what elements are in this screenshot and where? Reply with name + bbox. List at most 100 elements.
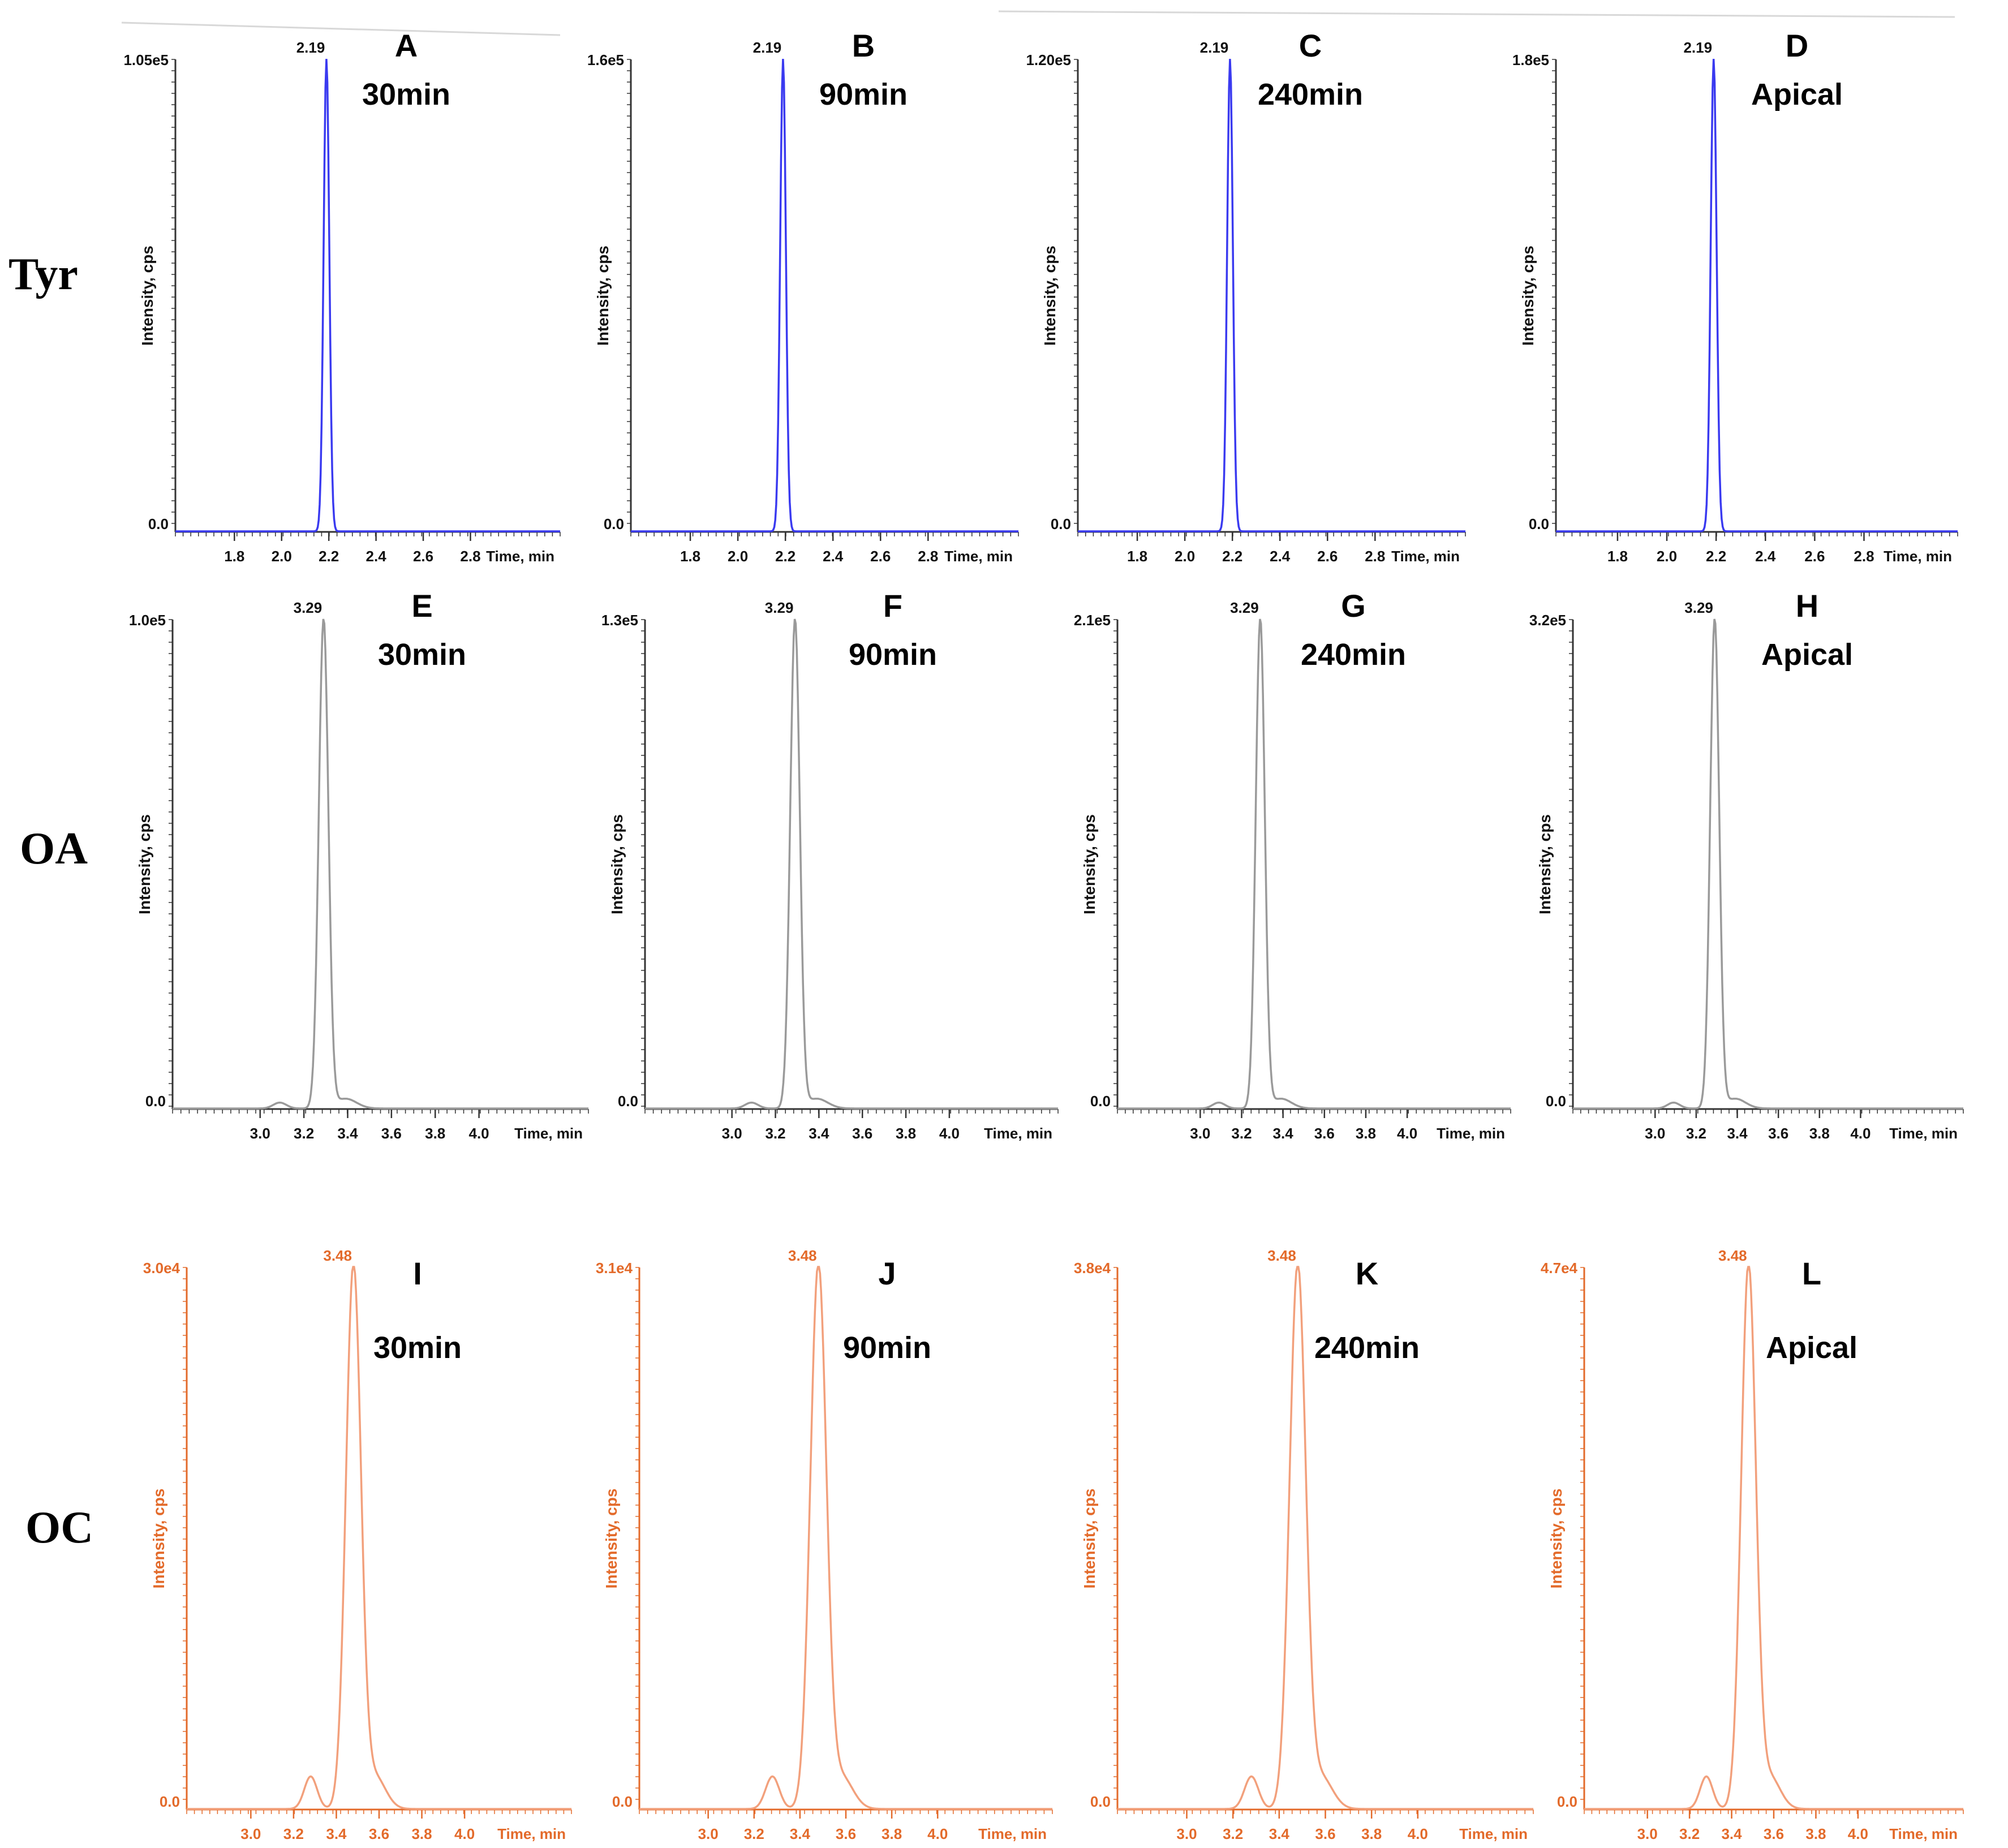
x-tick-label: 3.4 — [1727, 1125, 1748, 1142]
x-axis-label: Time, min — [514, 1125, 583, 1142]
peak-label: 3.29 — [765, 599, 794, 616]
row-label-tyr: Tyr — [8, 250, 78, 299]
y-max-label: 3.2e5 — [1529, 612, 1566, 629]
y-zero-label: 0.0 — [604, 515, 624, 532]
x-tick-label: 3.6 — [852, 1125, 872, 1142]
x-tick-label: 4.0 — [939, 1125, 960, 1142]
chromatogram-trace — [639, 1266, 1052, 1810]
x-tick-label: 3.4 — [1721, 1825, 1742, 1842]
y-max-label: 3.1e4 — [596, 1260, 633, 1277]
panel-letter: C — [1299, 28, 1322, 63]
panel-letter: D — [1786, 28, 1808, 63]
y-zero-label: 0.0 — [1051, 515, 1071, 532]
x-tick-label: 2.0 — [272, 548, 292, 565]
x-axis-label: Time, min — [1459, 1825, 1528, 1842]
chromatogram-trace — [1117, 1266, 1533, 1810]
x-axis-label: Time, min — [1884, 548, 1952, 565]
x-tick-label: 3.2 — [1231, 1125, 1252, 1142]
peak-label: 3.48 — [1267, 1247, 1296, 1264]
x-tick-label: 3.6 — [381, 1125, 402, 1142]
y-axis-label: Intensity, cps — [594, 246, 612, 346]
x-tick-label: 3.8 — [1805, 1825, 1826, 1842]
y-zero-label: 0.0 — [1557, 1793, 1577, 1810]
x-tick-label: 3.0 — [1637, 1825, 1658, 1842]
x-axis-label: Time, min — [497, 1825, 566, 1842]
x-tick-label: 3.0 — [250, 1125, 270, 1142]
x-tick-label: 3.6 — [1764, 1825, 1784, 1842]
x-tick-label: 3.4 — [1269, 1825, 1290, 1842]
peak-label: 2.19 — [753, 39, 782, 56]
condition-label: 90min — [819, 78, 908, 111]
chromatogram-trace — [631, 59, 1018, 532]
x-tick-label: 3.8 — [411, 1825, 432, 1842]
x-tick-label: 1.8 — [680, 548, 700, 565]
x-tick-label: 3.2 — [283, 1825, 304, 1842]
x-tick-label: 3.0 — [722, 1125, 742, 1142]
x-tick-label: 3.8 — [896, 1125, 916, 1142]
chart-panel-e: 3.0 3.2 3.4 3.6 3.8 4.0 Time, min 1.0e5 0.0 Inten… — [129, 588, 589, 1142]
x-tick-label: 2.4 — [823, 548, 844, 565]
x-axis-label: Time, min — [486, 548, 554, 565]
panel-letter: B — [852, 28, 875, 63]
panel-border-line — [121, 22, 561, 36]
x-axis-label: Time, min — [1437, 1125, 1505, 1142]
x-tick-label: 3.2 — [1223, 1825, 1243, 1842]
panel-letter: E — [411, 588, 432, 624]
panel-letter: A — [395, 28, 418, 63]
y-axis-label: Intensity, cps — [1536, 814, 1554, 914]
row-label-oc: OC — [25, 1503, 93, 1553]
x-tick-label: 2.4 — [1755, 548, 1776, 565]
chart-panel-d: 1.8 2.0 2.2 2.4 2.6 2.8 Time, min 1.8e5 0.0 Inten… — [1512, 28, 1958, 565]
x-tick-label: 3.8 — [1361, 1825, 1382, 1842]
condition-label: 90min — [843, 1331, 931, 1365]
y-zero-label: 0.0 — [1090, 1093, 1111, 1110]
chromatogram-trace — [1584, 1266, 1963, 1810]
y-axis-label: Intensity, cps — [1547, 1489, 1565, 1589]
x-tick-label: 2.2 — [775, 548, 796, 565]
chart-panel-k: 3.0 3.2 3.4 3.6 3.8 4.0 Time, min 3.8e4 0.0 Inten… — [1074, 1247, 1534, 1842]
y-axis-label: Intensity, cps — [603, 1489, 620, 1589]
condition-label: Apical — [1761, 638, 1853, 672]
x-tick-label: 4.0 — [454, 1825, 475, 1842]
x-tick-label: 2.6 — [1804, 548, 1825, 565]
peak-label: 2.19 — [296, 39, 325, 56]
x-tick-label: 3.0 — [240, 1825, 261, 1842]
y-max-label: 1.05e5 — [123, 51, 169, 68]
y-axis-label: Intensity, cps — [150, 1489, 167, 1589]
panel-letter: I — [413, 1256, 422, 1291]
condition-label: 240min — [1301, 638, 1406, 672]
chart-panel-c: 1.8 2.0 2.2 2.4 2.6 2.8 Time, min 1.20e5 0.0 Inte… — [1026, 28, 1466, 565]
chart-panel-g: 3.0 3.2 3.4 3.6 3.8 4.0 Time, min 2.1e5 0.0 Inten… — [1074, 588, 1511, 1142]
x-axis-label: Time, min — [984, 1125, 1052, 1142]
y-axis-label: Intensity, cps — [139, 246, 156, 346]
chromatogram-trace — [645, 618, 1058, 1110]
x-tick-label: 3.2 — [744, 1825, 764, 1842]
y-max-label: 1.3e5 — [601, 612, 638, 629]
y-max-label: 2.1e5 — [1074, 612, 1111, 629]
y-max-label: 1.8e5 — [1512, 51, 1549, 68]
x-tick-label: 3.8 — [1809, 1125, 1830, 1142]
x-tick-label: 3.2 — [1679, 1825, 1700, 1842]
x-tick-label: 3.6 — [1768, 1125, 1788, 1142]
x-tick-label: 2.8 — [918, 548, 938, 565]
x-tick-label: 3.6 — [369, 1825, 389, 1842]
chromatogram-trace — [1117, 618, 1511, 1110]
x-tick-label: 2.4 — [366, 548, 387, 565]
x-tick-label: 2.6 — [870, 548, 891, 565]
x-tick-label: 1.8 — [1607, 548, 1628, 565]
x-tick-label: 3.8 — [1356, 1125, 1376, 1142]
peak-label: 3.29 — [1684, 599, 1713, 616]
y-max-label: 1.6e5 — [587, 51, 624, 68]
y-axis-label: Intensity, cps — [1081, 814, 1098, 914]
x-tick-label: 2.8 — [1854, 548, 1874, 565]
x-tick-label: 3.4 — [337, 1125, 358, 1142]
y-zero-label: 0.0 — [612, 1793, 633, 1810]
x-tick-label: 2.2 — [319, 548, 339, 565]
peak-label: 3.48 — [1718, 1247, 1747, 1264]
peak-label: 3.29 — [1230, 599, 1259, 616]
x-tick-label: 2.6 — [1317, 548, 1338, 565]
x-axis-label: Time, min — [978, 1825, 1047, 1842]
x-axis-label: Time, min — [944, 548, 1013, 565]
panel-letter: K — [1356, 1256, 1378, 1291]
